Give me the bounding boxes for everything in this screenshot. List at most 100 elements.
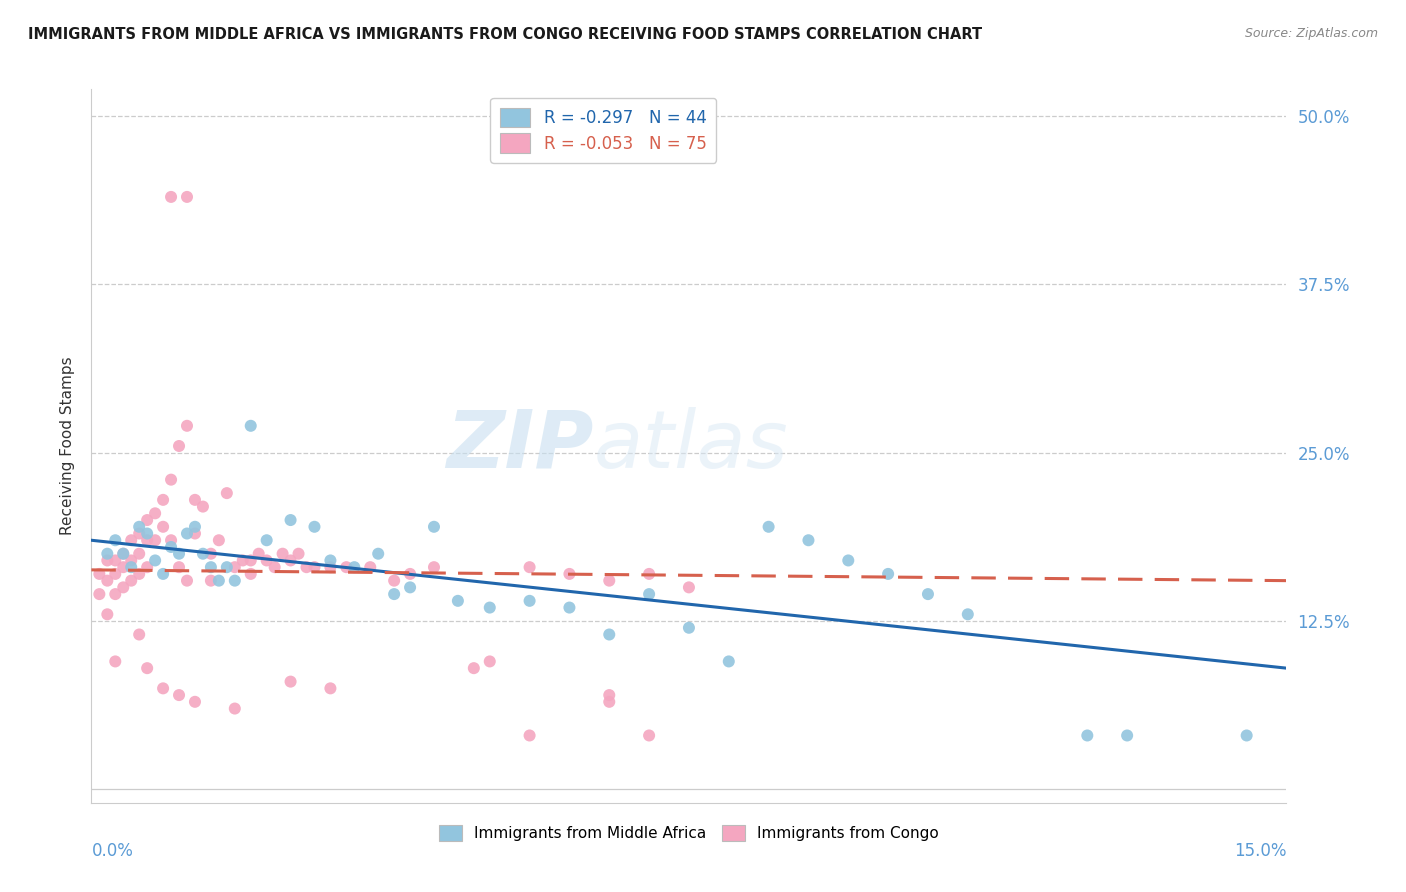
Point [167, 688, 190, 702]
Point [271, 547, 294, 561]
Point [447, 594, 470, 608]
Point [128, 547, 150, 561]
Point [176, 574, 198, 588]
Point [256, 533, 278, 548]
Point [160, 190, 183, 204]
Point [208, 574, 231, 588]
Point [638, 566, 661, 581]
Point [519, 594, 541, 608]
Point [287, 547, 309, 561]
Point [104, 587, 127, 601]
Point [598, 627, 620, 641]
Legend: R = -0.297   N = 44, R = -0.053   N = 75: R = -0.297 N = 44, R = -0.053 N = 75 [491, 97, 717, 162]
Point [1236, 729, 1258, 743]
Point [877, 566, 900, 581]
Point [104, 553, 127, 567]
Point [191, 547, 214, 561]
Point [191, 500, 214, 514]
Point [143, 553, 166, 567]
Point [167, 547, 190, 561]
Point [160, 533, 183, 548]
Point [136, 526, 159, 541]
Point [160, 473, 183, 487]
Point [120, 560, 142, 574]
Point [136, 513, 159, 527]
Point [200, 547, 222, 561]
Point [678, 580, 700, 594]
Point [598, 574, 620, 588]
Point [478, 600, 501, 615]
Point [160, 540, 183, 554]
Point [232, 553, 254, 567]
Point [399, 580, 422, 594]
Point [343, 560, 366, 574]
Point [797, 533, 820, 548]
Point [104, 533, 127, 548]
Point [136, 533, 159, 548]
Point [208, 533, 231, 548]
Point [519, 560, 541, 574]
Point [96, 553, 118, 567]
Point [152, 566, 174, 581]
Point [280, 513, 302, 527]
Point [96, 574, 118, 588]
Point [128, 520, 150, 534]
Point [184, 526, 207, 541]
Point [152, 681, 174, 696]
Point [263, 560, 285, 574]
Point [558, 600, 581, 615]
Y-axis label: Receiving Food Stamps: Receiving Food Stamps [60, 357, 76, 535]
Point [224, 701, 246, 715]
Point [598, 688, 620, 702]
Point [120, 553, 142, 567]
Point [239, 566, 262, 581]
Text: Source: ZipAtlas.com: Source: ZipAtlas.com [1244, 27, 1378, 40]
Point [120, 574, 142, 588]
Point [423, 560, 446, 574]
Point [367, 547, 389, 561]
Point [184, 492, 207, 507]
Point [184, 520, 207, 534]
Point [304, 560, 326, 574]
Point [239, 553, 262, 567]
Point [104, 566, 127, 581]
Point [224, 574, 246, 588]
Point [247, 547, 270, 561]
Point [280, 553, 302, 567]
Point [89, 566, 111, 581]
Point [176, 418, 198, 433]
Point [176, 526, 198, 541]
Point [956, 607, 979, 622]
Point [678, 621, 700, 635]
Point [136, 560, 159, 574]
Text: 15.0%: 15.0% [1234, 842, 1286, 860]
Point [463, 661, 485, 675]
Point [917, 587, 939, 601]
Point [423, 520, 446, 534]
Point [319, 553, 342, 567]
Point [359, 560, 381, 574]
Text: 0.0%: 0.0% [91, 842, 134, 860]
Point [239, 418, 262, 433]
Text: IMMIGRANTS FROM MIDDLE AFRICA VS IMMIGRANTS FROM CONGO RECEIVING FOOD STAMPS COR: IMMIGRANTS FROM MIDDLE AFRICA VS IMMIGRA… [28, 27, 983, 42]
Point [304, 520, 326, 534]
Point [128, 566, 150, 581]
Point [89, 587, 111, 601]
Point [335, 560, 357, 574]
Point [519, 729, 541, 743]
Text: atlas: atlas [593, 407, 789, 485]
Point [598, 695, 620, 709]
Point [152, 520, 174, 534]
Point [382, 574, 405, 588]
Point [112, 580, 135, 594]
Point [558, 566, 581, 581]
Point [224, 560, 246, 574]
Point [837, 553, 859, 567]
Point [143, 533, 166, 548]
Point [104, 655, 127, 669]
Point [478, 655, 501, 669]
Point [382, 587, 405, 601]
Point [1116, 729, 1139, 743]
Point [319, 681, 342, 696]
Point [200, 574, 222, 588]
